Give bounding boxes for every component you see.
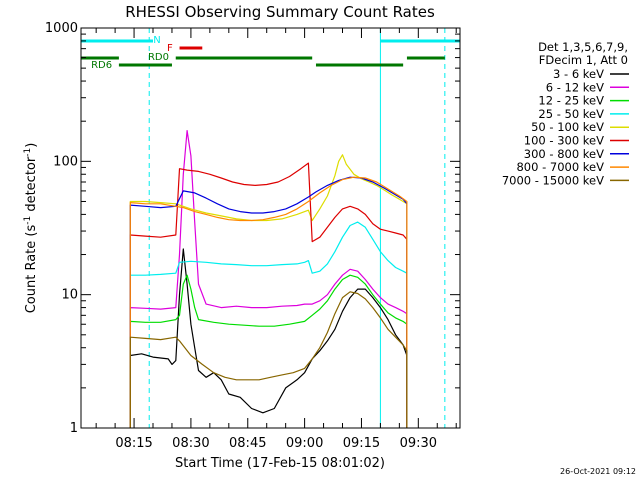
legend-label: 7000 - 15000 keV: [502, 173, 604, 187]
legend-label: 100 - 300 keV: [524, 134, 604, 148]
x-tick-label: 09:15: [343, 436, 380, 451]
x-tick-label: 09:00: [286, 436, 323, 451]
y-tick-label: 1: [70, 421, 78, 436]
legend-label: 300 - 800 keV: [524, 147, 604, 161]
x-axis-label: Start Time (17-Feb-15 08:01:02): [175, 456, 385, 471]
y-tick-label: 100: [53, 154, 78, 169]
timestamp: 26-Oct-2021 09:12: [560, 467, 636, 476]
series-line-6: [129, 176, 408, 428]
legend-label: 50 - 100 keV: [531, 120, 604, 134]
series-line-3: [129, 221, 408, 428]
x-tick-label: 08:45: [229, 436, 266, 451]
series-line-0: [129, 248, 408, 428]
x-axis: 08:15 08:30 08:45 09:00 09:15 09:30: [95, 28, 457, 451]
series-line-4: [129, 154, 408, 428]
plot-frame: [80, 27, 461, 429]
series-line-1: [129, 130, 408, 428]
flag-label-rd6: RD6: [91, 60, 112, 71]
legend-label: 6 - 12 keV: [546, 80, 604, 94]
y-axis: 1 10 100 1000: [45, 21, 460, 436]
flag-label-rd0: RD0: [148, 52, 169, 63]
series-line-7: [129, 176, 408, 428]
legend-label: 800 - 7000 keV: [516, 160, 604, 174]
legend-header: FDecim 1, Att 0: [539, 53, 628, 67]
series-line-5: [129, 162, 408, 428]
y-axis-label: Count Rate (s-1 detector-1): [23, 143, 39, 314]
flag-label-f: F: [167, 43, 173, 54]
legend: Det 1,3,5,6,7,9,FDecim 1, Att 03 - 6 keV…: [502, 40, 629, 187]
x-tick-label: 09:30: [400, 436, 437, 451]
y-tick-label: 10: [61, 288, 78, 303]
legend-label: 25 - 50 keV: [538, 107, 604, 121]
legend-label: 3 - 6 keV: [553, 67, 604, 81]
series-line-2: [129, 274, 408, 428]
series-line-8: [129, 291, 408, 428]
chart-title: RHESSI Observing Summary Count Rates: [125, 3, 435, 21]
x-tick-label: 08:30: [172, 436, 209, 451]
legend-header: Det 1,3,5,6,7,9,: [538, 40, 628, 54]
y-tick-label: 1000: [45, 21, 78, 36]
flag-label-n: N: [153, 35, 160, 46]
legend-label: 12 - 25 keV: [538, 94, 604, 108]
x-tick-label: 08:15: [115, 436, 152, 451]
